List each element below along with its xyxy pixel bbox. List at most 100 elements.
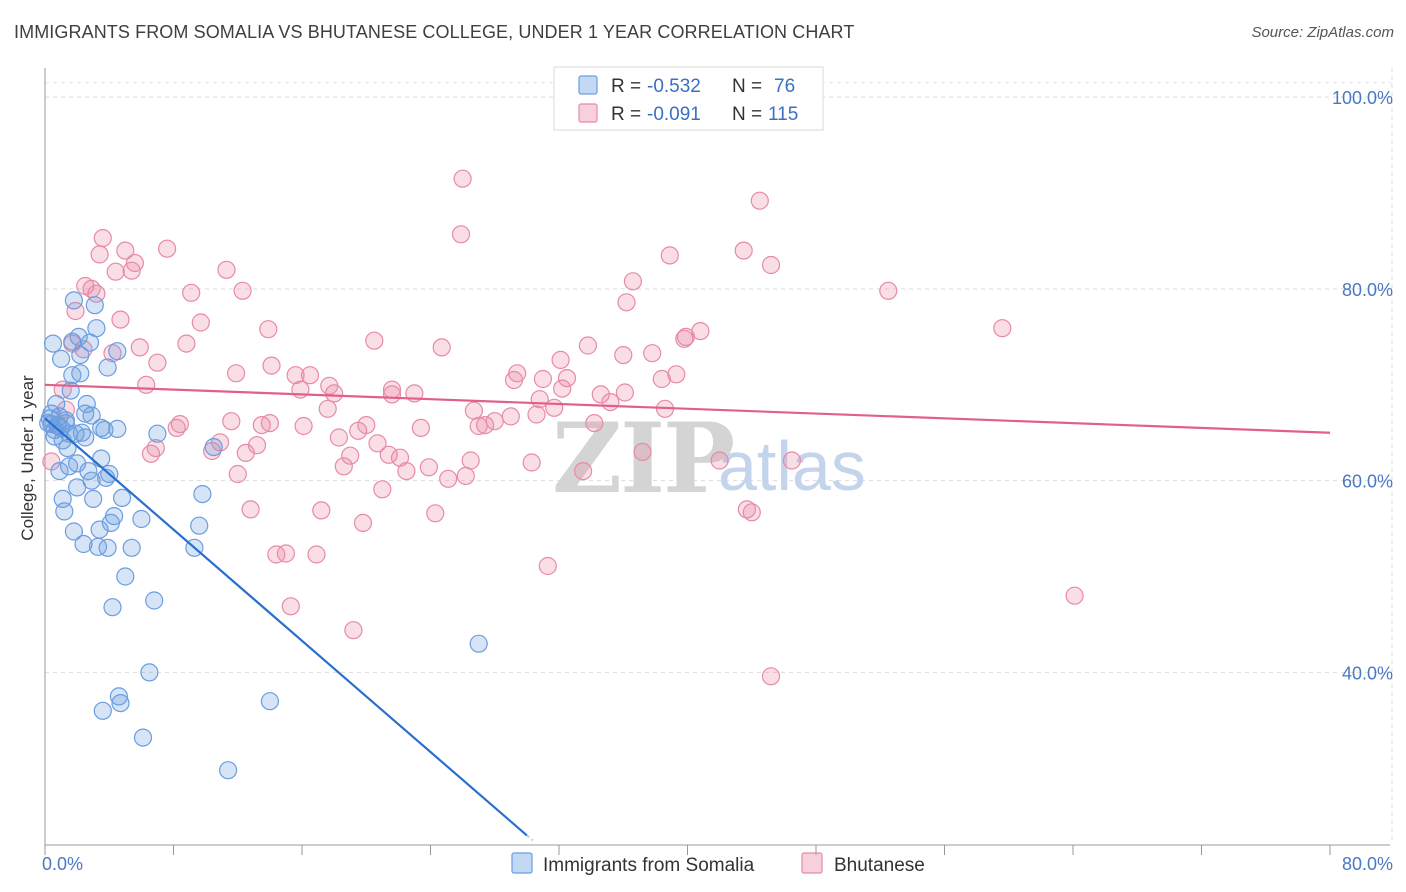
bhutanese-point-32 — [222, 412, 241, 431]
somalia-point-19 — [64, 291, 84, 310]
bhutanese-point-95 — [623, 272, 643, 291]
bhutanese-point-116 — [504, 370, 524, 390]
somalia-point-56 — [132, 509, 151, 529]
somalia-point-59 — [145, 591, 164, 610]
watermark: ZIP atlas — [552, 402, 866, 515]
bhutanese-point-105 — [710, 451, 729, 470]
bhutanese-point-3 — [56, 400, 76, 419]
somalia-point-67 — [469, 634, 488, 653]
somalia-point-28 — [76, 428, 95, 447]
bhutanese-point-119 — [456, 466, 475, 485]
bhutanese-point-59 — [357, 416, 376, 435]
y-tick-label-0: 40.0% — [1342, 663, 1393, 683]
bhutanese-point-63 — [379, 445, 398, 464]
somalia-point-18 — [64, 522, 84, 541]
y-tick-labels: 40.0% 60.0% 80.0% 100.0% — [1332, 88, 1393, 683]
legend-n-value-2: 115 — [768, 104, 798, 125]
bhutanese-point-60 — [365, 331, 384, 350]
bhutanese-point-42 — [267, 545, 286, 564]
bhutanese-point-115 — [1065, 586, 1084, 605]
bhutanese-point-109 — [750, 191, 769, 210]
bhutanese-point-73 — [453, 169, 472, 188]
bhutanese-point-106 — [734, 241, 753, 260]
bhutanese-point-45 — [286, 366, 305, 385]
bhutanese-trend-line — [44, 383, 1331, 434]
bhutanese-point-31 — [217, 260, 236, 279]
bhutanese-point-18 — [130, 338, 149, 357]
bhutanese-point-33 — [227, 364, 246, 383]
bhutanese-point-40 — [259, 320, 278, 339]
bhutanese-point-74 — [451, 225, 471, 244]
bhutanese-points — [42, 169, 1084, 686]
bhutanese-point-27 — [182, 283, 201, 302]
bhutanese-point-55 — [341, 446, 360, 465]
bhutanese-point-19 — [137, 375, 156, 394]
bhutanese-point-54 — [334, 457, 353, 476]
bhutanese-point-123 — [260, 414, 279, 433]
bhutanese-point-87 — [551, 350, 570, 369]
bhutanese-point-17 — [125, 253, 144, 273]
somalia-point-34 — [85, 296, 104, 315]
bhutanese-point-49 — [307, 545, 326, 564]
bottom-legend: Immigrants from Somalia Bhutanese — [511, 852, 925, 876]
bottom-legend-swatch-somalia — [511, 852, 533, 874]
legend-r-label-2: R = — [611, 104, 641, 125]
somalia-point-53 — [122, 538, 141, 557]
bhutanese-point-34 — [228, 464, 247, 484]
bhutanese-point-68 — [411, 418, 430, 437]
bhutanese-point-78 — [476, 416, 495, 435]
legend-r-value-1: -0.532 — [647, 76, 701, 97]
bhutanese-point-70 — [426, 504, 445, 523]
bhutanese-point-99 — [652, 369, 671, 389]
somalia-point-63 — [193, 485, 212, 504]
y-tick-label-3: 100.0% — [1332, 88, 1393, 108]
somalia-point-51 — [112, 488, 132, 507]
somalia-point-38 — [92, 418, 111, 437]
somalia-point-32 — [82, 471, 101, 490]
somalia-point-40 — [95, 420, 114, 439]
bhutanese-point-61 — [368, 434, 387, 453]
bhutanese-point-25 — [170, 415, 189, 434]
bhutanese-point-114 — [993, 319, 1012, 338]
somalia-point-22 — [69, 327, 88, 346]
bhutanese-point-93 — [601, 393, 620, 412]
bhutanese-point-108 — [742, 503, 761, 522]
somalia-point-24 — [71, 364, 90, 383]
bhutanese-point-51 — [318, 399, 337, 418]
bhutanese-point-111 — [761, 667, 781, 686]
watermark-atlas: atlas — [718, 427, 866, 505]
x-tick-label-max: 80.0% — [1342, 854, 1393, 874]
somalia-point-49 — [108, 342, 127, 361]
bhutanese-point-104 — [691, 322, 710, 341]
bhutanese-point-112 — [782, 451, 802, 470]
bhutanese-point-84 — [533, 369, 553, 389]
bhutanese-point-88 — [557, 369, 577, 388]
bhutanese-point-82 — [522, 453, 541, 472]
bhutanese-point-10 — [90, 245, 109, 264]
somalia-trend-extension — [526, 834, 534, 842]
bhutanese-point-107 — [737, 500, 757, 519]
somalia-point-10 — [55, 502, 74, 521]
x-tick-label-min: 0.0% — [42, 854, 83, 874]
bhutanese-point-121 — [675, 329, 694, 348]
somalia-point-6 — [50, 462, 69, 481]
somalia-point-50 — [109, 687, 129, 706]
somalia-point-46 — [103, 598, 122, 617]
somalia-point-47 — [104, 506, 124, 526]
bhutanese-point-22 — [148, 353, 167, 372]
bhutanese-point-14 — [111, 310, 130, 329]
bhutanese-point-26 — [177, 334, 196, 353]
somalia-point-23 — [71, 346, 90, 365]
bhutanese-point-56 — [344, 621, 363, 640]
bhutanese-point-83 — [527, 405, 546, 424]
somalia-point-35 — [87, 319, 106, 338]
somalia-point-65 — [219, 761, 238, 780]
bhutanese-point-69 — [419, 458, 438, 477]
bhutanese-point-85 — [538, 556, 557, 576]
bhutanese-point-23 — [158, 239, 177, 258]
bhutanese-point-101 — [660, 246, 679, 265]
bhutanese-point-75 — [464, 401, 483, 420]
legend-n-value-1: 76 — [774, 76, 795, 97]
bhutanese-point-79 — [485, 412, 504, 431]
bhutanese-point-62 — [373, 480, 392, 499]
